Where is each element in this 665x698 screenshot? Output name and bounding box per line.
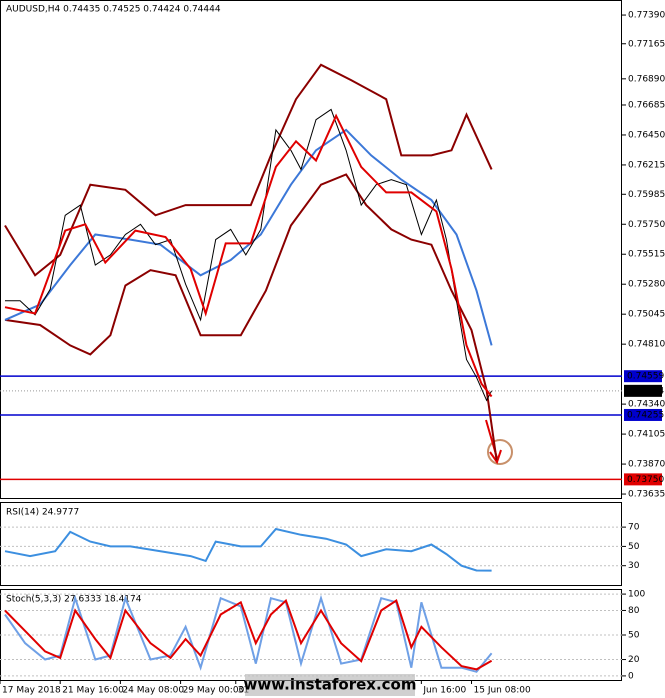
x-tick-label: 24 May 08:00	[122, 686, 184, 696]
y-tick-label: 50	[628, 631, 640, 641]
x-tick-label: 17 May 2018	[2, 686, 61, 696]
y-tick-label: 30	[628, 561, 640, 571]
x-tick-label: 15 Jun 08:00	[474, 686, 531, 696]
series-line	[4, 113, 493, 398]
series-line	[4, 128, 493, 346]
series-line	[4, 594, 493, 673]
y-tick-label: 0.74340	[628, 400, 665, 410]
series-line	[4, 173, 498, 461]
level-label: 0.74255	[627, 410, 664, 420]
level-box	[624, 370, 662, 383]
y-tick-label: 50	[628, 542, 640, 552]
watermark-box	[245, 674, 415, 696]
y-tick-label: 0.75515	[628, 250, 665, 260]
rsi-frame	[0, 502, 622, 586]
watermark: www.instaforex.com	[244, 676, 417, 694]
y-tick-label: 0.73635	[628, 490, 665, 500]
y-tick-label: 0.74105	[628, 430, 665, 440]
x-tick-label: Jun 16:00	[422, 686, 466, 696]
y-tick-label: 0.75750	[628, 220, 665, 230]
x-tick-label: 29 May 00:00	[183, 686, 245, 696]
y-tick-label: 100	[628, 590, 645, 600]
y-tick-label: 20	[628, 655, 640, 665]
y-tick-label: 0.74810	[628, 340, 665, 350]
x-tick-label: 21 May 16:00	[62, 686, 124, 696]
series-line	[4, 598, 493, 671]
level-box	[624, 408, 662, 421]
y-tick-label: 0	[628, 671, 634, 681]
panel-title: RSI(14) 24.9777	[6, 508, 79, 518]
series-line	[4, 63, 493, 277]
y-tick-label: 0.76215	[628, 160, 665, 170]
y-tick-label: 0.76685	[628, 100, 665, 110]
y-tick-label: 0.76890	[628, 74, 665, 84]
last-price-box	[624, 384, 662, 397]
y-tick-label: 0.73870	[628, 460, 665, 470]
y-tick-label: 80	[628, 606, 640, 616]
last-price-label: 0.74444	[627, 386, 664, 396]
y-tick-label: 0.75045	[628, 310, 665, 320]
target-circle	[487, 439, 513, 465]
y-tick-label: 0.76450	[628, 130, 665, 140]
panel-title: AUDUSD,H4 0.74435 0.74525 0.74424 0.7444…	[6, 5, 221, 15]
y-tick-label: 0.75280	[628, 280, 665, 290]
y-tick-label: 0.77390	[628, 11, 665, 21]
level-box	[624, 473, 662, 486]
main-frame	[0, 0, 622, 499]
y-tick-label: 0.75985	[628, 190, 665, 200]
series-line	[5, 108, 493, 402]
y-tick-label: 70	[628, 523, 640, 533]
level-label: 0.73750	[627, 475, 664, 485]
series-line	[4, 527, 492, 572]
x-tick-label: 31	[238, 686, 249, 696]
y-tick-label: 0.77165	[628, 39, 665, 49]
level-label: 0.74559	[627, 372, 664, 382]
